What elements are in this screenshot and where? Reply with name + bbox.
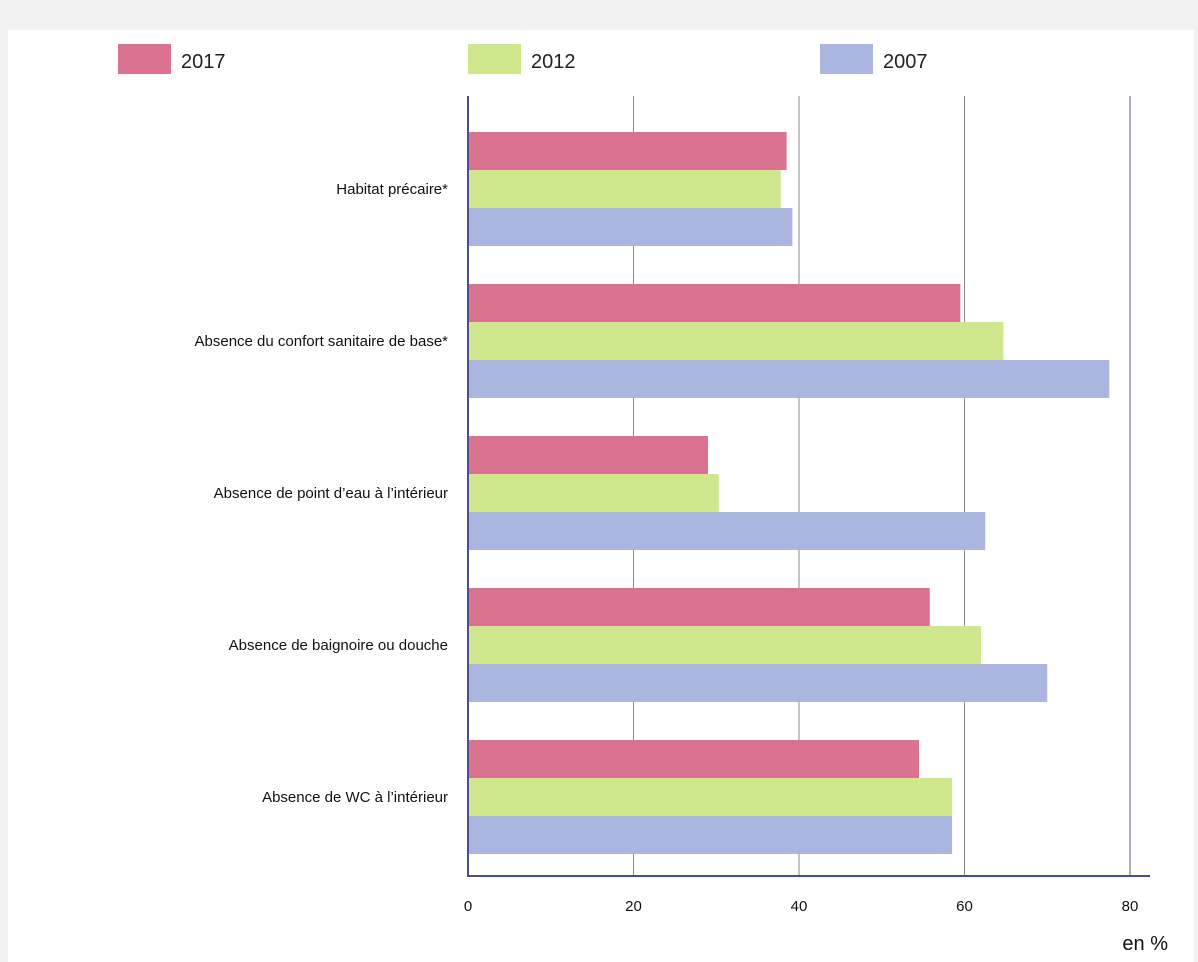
legend: 2017 2012 2007 [118,44,928,74]
category-label: Absence du confort sanitaire de base* [195,333,449,350]
category-label: Absence de WC à l’intérieur [262,789,448,806]
category-labels: Habitat précaire* Absence du confort sani… [195,181,449,806]
bar-2007-3 [469,664,1048,702]
bar-2012-2 [469,474,719,512]
bar-2012-4 [469,778,953,816]
bar-2007-1 [469,360,1110,398]
x-tick-label: 0 [464,898,472,915]
x-tick-label: 40 [791,898,808,915]
legend-swatch-2017 [118,44,171,74]
category-label: Absence de baignoire ou douche [229,637,448,654]
bar-2007-2 [469,512,986,550]
x-tick-label: 60 [956,898,973,915]
bar-2017-2 [469,436,708,474]
legend-label-2017: 2017 [181,51,226,73]
bar-2012-1 [469,322,1004,360]
bar-2007-0 [469,208,793,246]
bar-2012-3 [469,626,982,664]
bar-2017-1 [469,284,961,322]
legend-label-2012: 2012 [531,51,576,73]
x-tick-label: 20 [625,898,642,915]
x-axis-unit-label: en % [1122,933,1168,955]
x-tick-label: 80 [1122,898,1139,915]
legend-swatch-2007 [820,44,873,74]
category-label: Habitat précaire* [336,181,448,198]
category-label: Absence de point d’eau à l’intérieur [214,485,448,502]
chart-card: Habitat précaire* Absence du confort sani… [8,30,1194,962]
bar-2017-0 [469,132,787,170]
bar-2007-4 [469,816,953,854]
bar-chart: Habitat précaire* Absence du confort sani… [118,44,1168,955]
bar-2012-0 [469,170,781,208]
bar-2017-3 [469,588,930,626]
bar-2017-4 [469,740,919,778]
tick-labels: 0 20 40 60 80 [464,898,1139,915]
bars-layer [469,132,1110,854]
legend-label-2007: 2007 [883,51,928,73]
legend-swatch-2012 [468,44,521,74]
axis-layer [467,96,1150,877]
